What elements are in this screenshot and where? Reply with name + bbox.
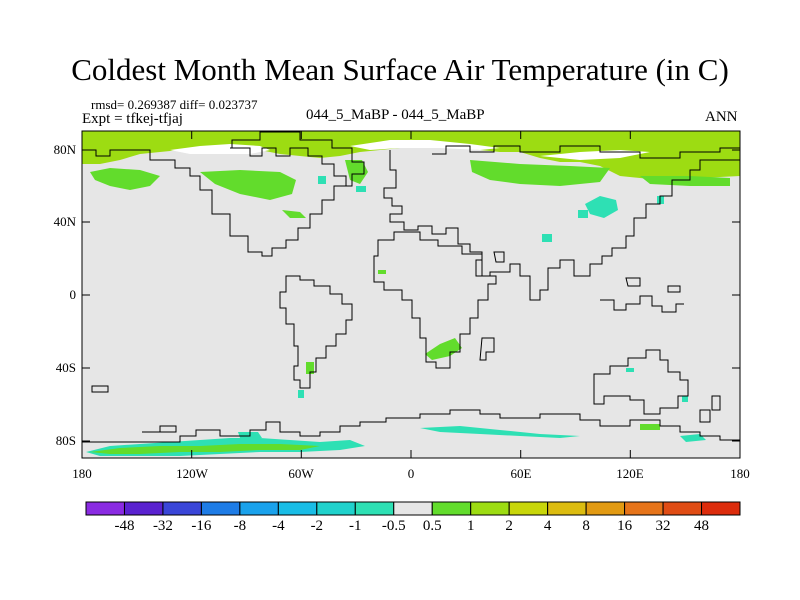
colorbar-box bbox=[508, 501, 549, 516]
coastline-arabia bbox=[493, 251, 505, 263]
teal-anomaly-fill bbox=[626, 368, 634, 372]
na-anomaly-fill bbox=[90, 168, 160, 190]
misc-anomaly-fill bbox=[306, 362, 314, 374]
arctic-gap bbox=[350, 140, 500, 150]
antarctic-anomaly-fill bbox=[640, 424, 660, 430]
coastline-australia bbox=[593, 349, 689, 415]
coastline-madagascar bbox=[479, 337, 495, 361]
coastline-eurasia-arctic bbox=[432, 145, 740, 159]
colorbar-box bbox=[239, 501, 279, 516]
colorbar-label: 16 bbox=[617, 518, 633, 534]
season-label: ANN bbox=[705, 109, 738, 125]
lat-label-80s: 80S bbox=[55, 433, 76, 448]
antarctic-anomaly-fill bbox=[420, 426, 580, 438]
teal-anomaly-fill bbox=[578, 210, 588, 218]
arctic-anomaly-fill bbox=[82, 131, 740, 180]
arctic-gap bbox=[170, 144, 270, 154]
coastline-misc bbox=[667, 285, 681, 293]
colorbar-label: -2 bbox=[310, 518, 324, 534]
lon-label-120e: 120E bbox=[616, 466, 644, 481]
coastline-nz bbox=[711, 395, 721, 411]
coastline-antarctica bbox=[82, 409, 740, 443]
lon-label-60e: 60E bbox=[510, 466, 532, 481]
lat-label-40s: 40S bbox=[55, 360, 76, 375]
misc-anomaly-fill bbox=[282, 210, 306, 218]
lat-label-0: 0 bbox=[69, 287, 77, 302]
colorbar-box bbox=[662, 501, 703, 516]
eurasia-anomaly-fill bbox=[640, 176, 730, 186]
lon-label-120w: 120W bbox=[176, 466, 208, 481]
coastline-eurasia bbox=[383, 150, 740, 301]
teal-anomaly-fill bbox=[542, 234, 552, 242]
colorbar-label: 0.5 bbox=[422, 518, 442, 534]
coastline-indonesia bbox=[600, 295, 684, 313]
coastline-africa bbox=[373, 231, 497, 369]
teal-anomaly-fill bbox=[682, 396, 688, 402]
lat-label-40n: 40N bbox=[53, 214, 76, 229]
greenland-anomaly-fill bbox=[345, 160, 368, 184]
colorbar-label: 4 bbox=[543, 518, 552, 534]
coastline-arctic-islands bbox=[231, 131, 365, 187]
axis-ticks bbox=[82, 131, 740, 458]
colorbar-box bbox=[701, 501, 741, 516]
coastline-north-america bbox=[82, 147, 347, 257]
teal-anomaly-fill bbox=[356, 186, 366, 192]
coastline-south-america bbox=[279, 275, 353, 389]
colorbar-label: -1 bbox=[349, 518, 362, 534]
colorbar-label: -0.5 bbox=[381, 518, 406, 534]
colorbar-label: 2 bbox=[505, 518, 513, 534]
colorbar-box bbox=[393, 501, 433, 516]
coastline-misc bbox=[91, 385, 109, 393]
lon-label-0: 0 bbox=[407, 466, 415, 481]
map-background bbox=[82, 131, 740, 458]
colorbar-box bbox=[431, 501, 472, 516]
colorbar-box bbox=[200, 501, 241, 516]
colorbar-label: 1 bbox=[466, 518, 475, 534]
colorbar-label: -8 bbox=[233, 518, 247, 534]
experiment-label: Expt = tfkej-tfjaj bbox=[82, 111, 183, 127]
anomaly-fills bbox=[82, 131, 740, 456]
colorbar-box bbox=[162, 501, 202, 516]
lon-label-60w: 60W bbox=[288, 466, 314, 481]
colorbar-box bbox=[354, 501, 395, 516]
lon-label-180e: 180 bbox=[730, 466, 750, 481]
colorbar-boxes bbox=[85, 501, 741, 516]
colorbar-label: 32 bbox=[655, 518, 671, 534]
coastline-antarctic-peninsula bbox=[142, 425, 177, 433]
colorbar-box bbox=[123, 501, 164, 516]
colorbar-box bbox=[85, 501, 125, 516]
antarctic-anomaly-fill bbox=[90, 444, 320, 454]
lon-label-180w: 180 bbox=[72, 466, 92, 481]
na-anomaly-fill bbox=[200, 170, 296, 200]
teal-anomaly-fill bbox=[298, 390, 304, 398]
eurasia-anomaly-fill bbox=[470, 160, 610, 186]
misc-anomaly-fill bbox=[425, 338, 462, 360]
colorbar-box bbox=[624, 501, 664, 516]
colorbar-label: -16 bbox=[191, 518, 212, 534]
colorbar-label: 48 bbox=[694, 518, 710, 534]
colorbar-box bbox=[547, 501, 587, 516]
teal-anomaly-fill bbox=[585, 196, 618, 218]
lat-label-80n: 80N bbox=[53, 142, 76, 157]
colorbar-label: -4 bbox=[272, 518, 285, 534]
colorbar-box bbox=[316, 501, 356, 516]
misc-anomaly-fill bbox=[378, 270, 386, 274]
colorbar-box bbox=[277, 501, 318, 516]
teal-anomaly-fill bbox=[318, 176, 326, 184]
colorbar-box bbox=[470, 501, 510, 516]
colorbar-label: -48 bbox=[114, 518, 135, 534]
coastlines bbox=[82, 131, 740, 443]
comparison-label: 044_5_MaBP - 044_5_MaBP bbox=[306, 107, 485, 123]
plot-title: Coldest Month Mean Surface Air Temperatu… bbox=[71, 52, 729, 87]
colorbar-box bbox=[585, 501, 626, 516]
colorbar-label: -32 bbox=[152, 518, 173, 534]
coastline-nz bbox=[699, 409, 711, 423]
coastline-japan bbox=[625, 277, 641, 287]
stats-text: rmsd= 0.269387 diff= 0.023737 bbox=[91, 97, 258, 112]
colorbar-label: 8 bbox=[582, 518, 590, 534]
